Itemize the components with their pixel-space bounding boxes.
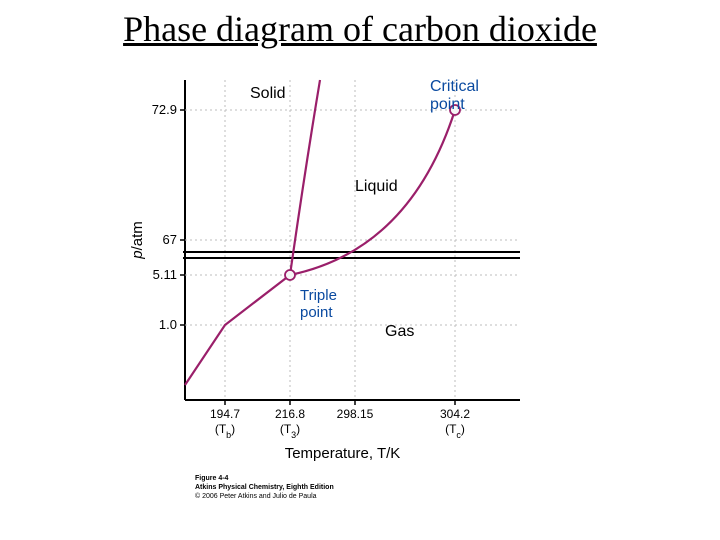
slide: Phase diagram of carbon dioxide Solid Liq… bbox=[0, 0, 720, 540]
x-tick-label: 304.2 bbox=[440, 407, 470, 421]
triple-point-label: point bbox=[300, 304, 333, 321]
x-tick-label: 298.15 bbox=[337, 407, 374, 421]
phase-diagram-svg: SolidLiquidGasCriticalpointTriplepoint72… bbox=[130, 70, 590, 510]
figure-source: Atkins Physical Chemistry, Eighth Editio… bbox=[195, 484, 334, 491]
fusion-curve bbox=[290, 80, 320, 275]
gas-label: Gas bbox=[385, 323, 414, 340]
x-tick-label: 216.8 bbox=[275, 407, 305, 421]
critical-point-label: point bbox=[430, 96, 465, 113]
x-axis-label: Temperature, T/K bbox=[285, 445, 401, 462]
y-tick-label: 72.9 bbox=[152, 102, 177, 117]
figure-number: Figure 4-4 bbox=[195, 475, 229, 482]
x-tick-sublabel: (Tc) bbox=[445, 422, 465, 440]
y-tick-label: 1.0 bbox=[159, 317, 177, 332]
y-tick-label: 5.11 bbox=[153, 267, 177, 282]
triple-point bbox=[285, 270, 295, 280]
figure-copyright: © 2006 Peter Atkins and Julio de Paula bbox=[195, 492, 317, 500]
solid-label: Solid bbox=[250, 85, 286, 102]
y-tick-label: 67 bbox=[163, 232, 177, 247]
critical-point-label: Critical bbox=[430, 78, 479, 95]
x-tick-sublabel: (Tb) bbox=[215, 422, 235, 440]
phase-diagram: SolidLiquidGasCriticalpointTriplepoint72… bbox=[130, 70, 590, 510]
x-tick-label: 194.7 bbox=[210, 407, 240, 421]
liquid-label: Liquid bbox=[355, 178, 398, 195]
x-tick-sublabel: (T3) bbox=[280, 422, 300, 440]
page-title: Phase diagram of carbon dioxide bbox=[0, 8, 720, 50]
sublimation-curve bbox=[185, 275, 290, 385]
y-axis-label: p/atm bbox=[130, 221, 146, 260]
triple-point-label: Triple bbox=[300, 287, 337, 304]
